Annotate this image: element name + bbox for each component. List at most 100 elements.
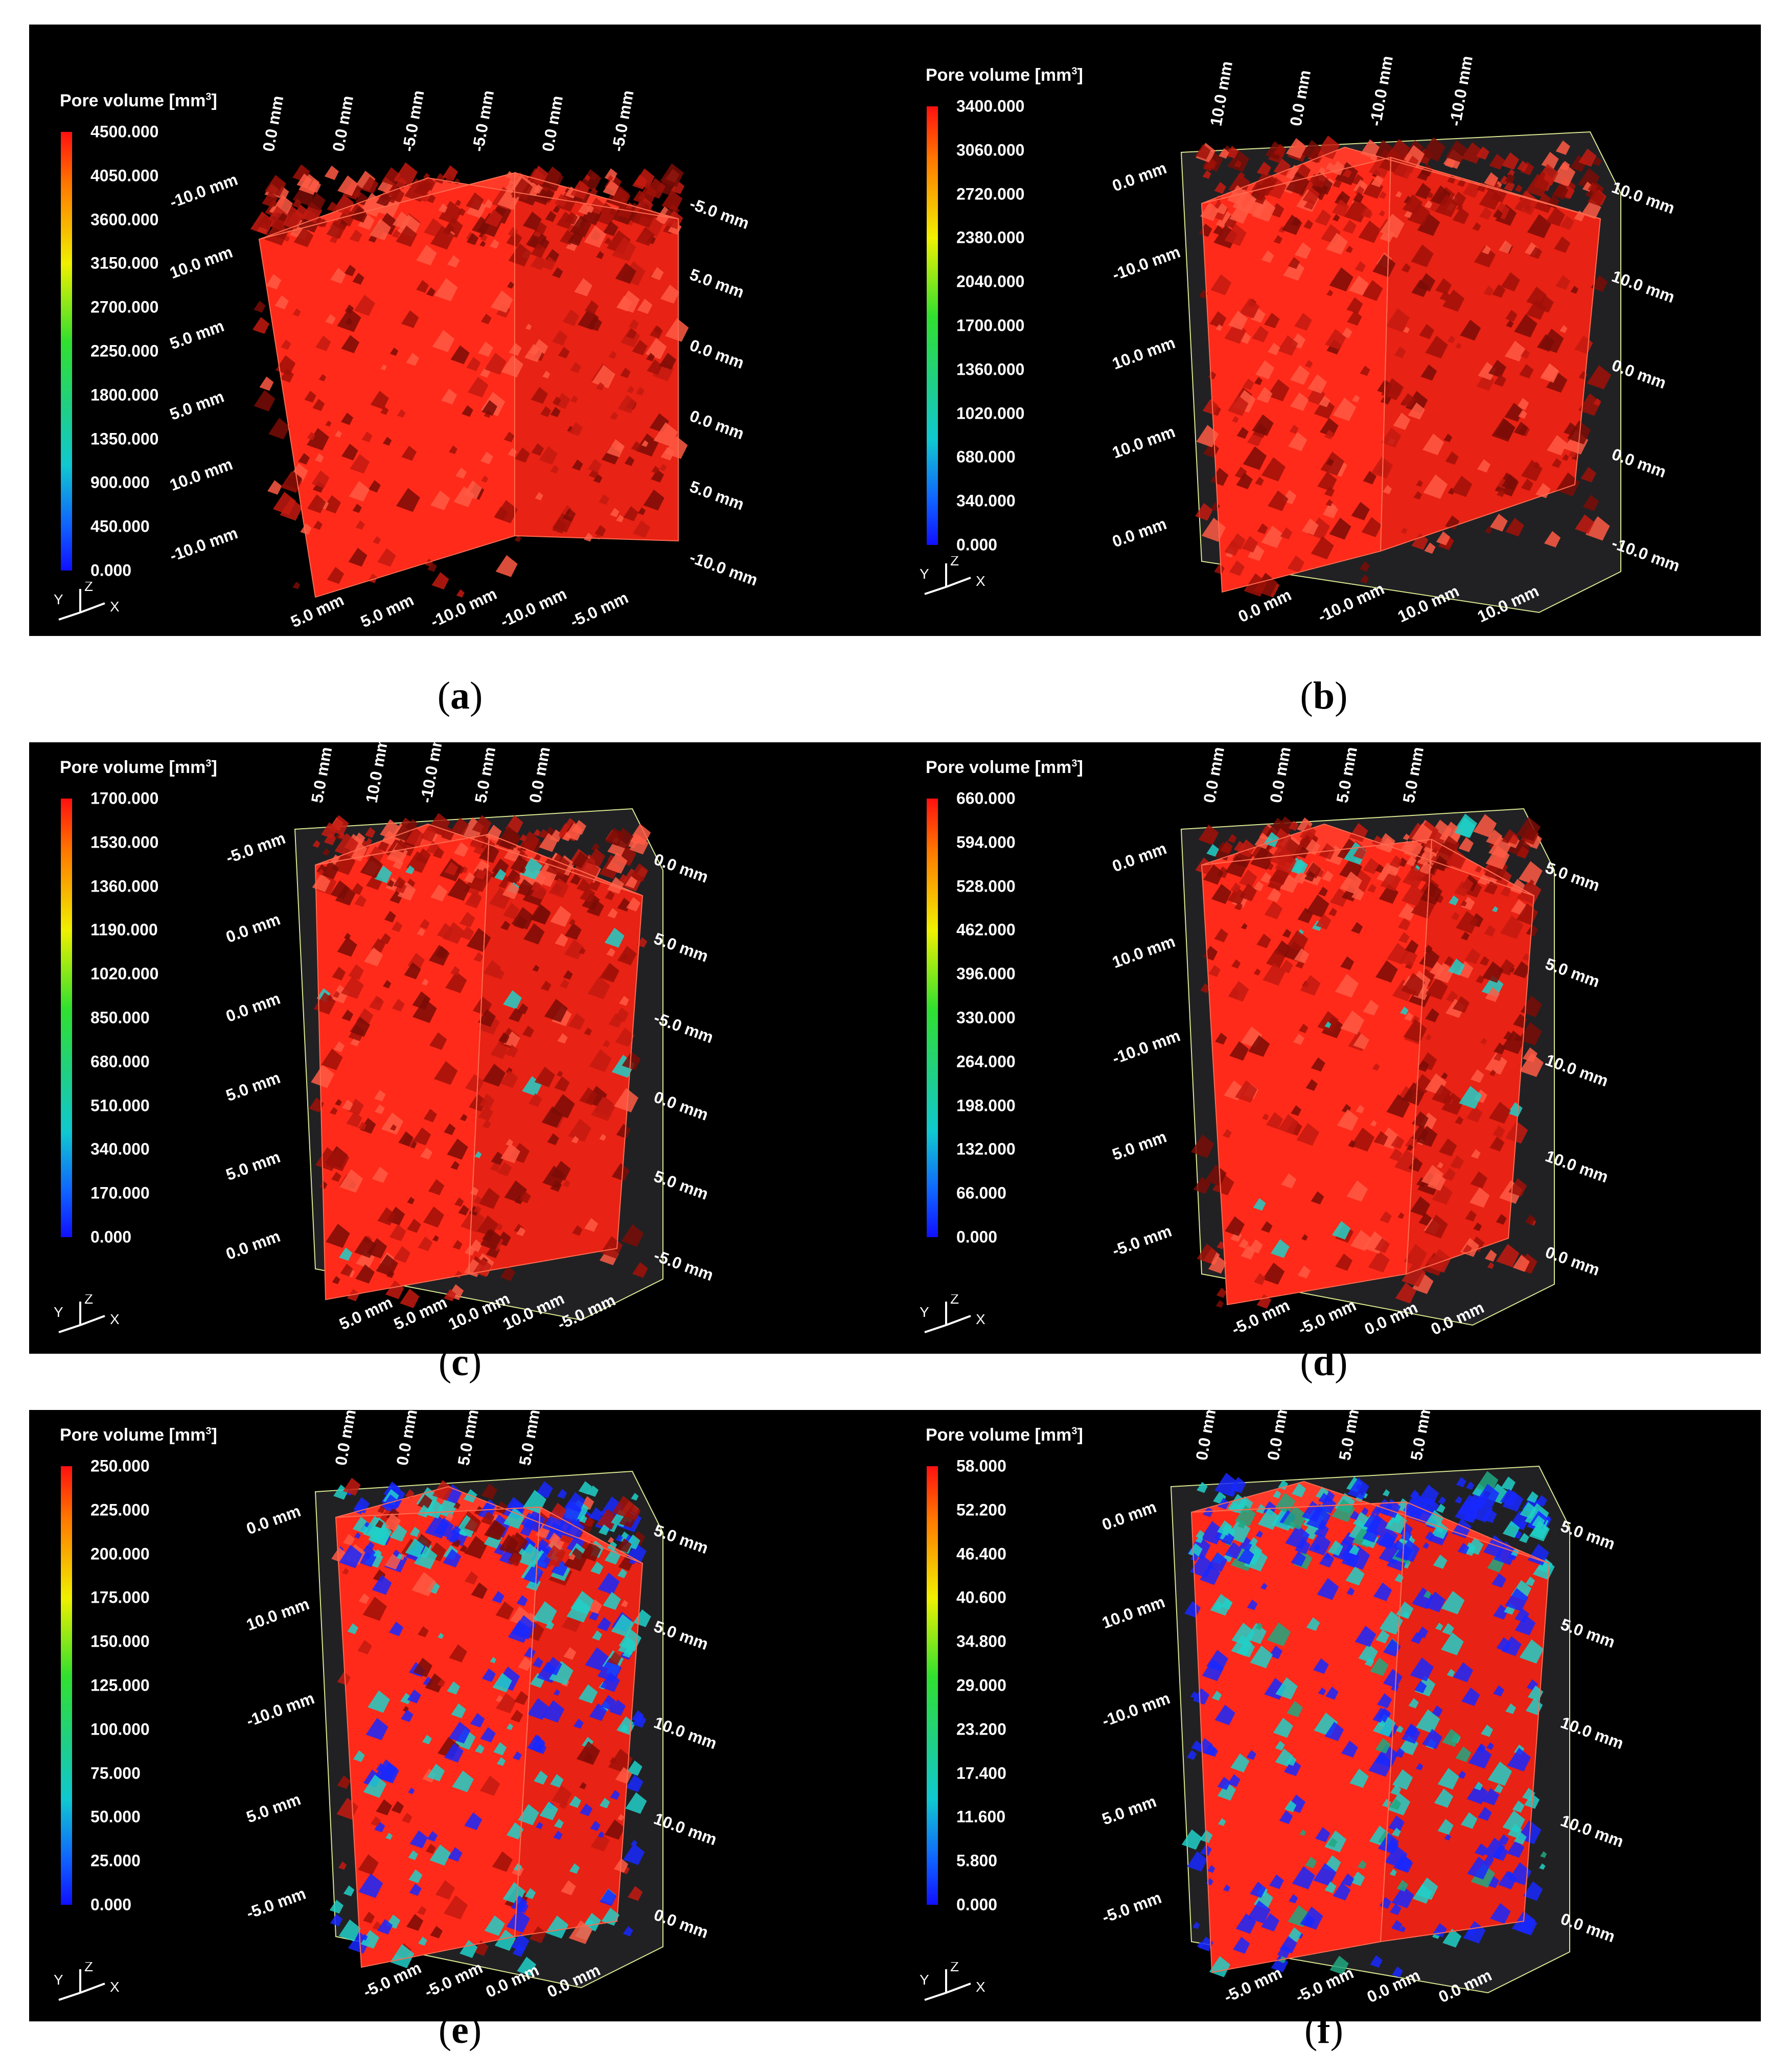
pore-fragment	[565, 1492, 585, 1512]
legend-tick-label: 17.400	[956, 1764, 1006, 1783]
pore-fragment	[500, 1143, 520, 1164]
axis-tick-label: 0.0 mm	[1286, 69, 1314, 127]
pore-fragment	[1437, 1162, 1443, 1169]
pore-fragment	[364, 827, 376, 838]
pore-fragment	[1540, 1851, 1547, 1858]
pore-fragment	[1260, 1583, 1268, 1590]
pore-fragment	[1238, 1537, 1253, 1551]
pore-fragment	[589, 171, 599, 181]
axis-tick-label: 5.0 mm	[391, 1293, 450, 1333]
pore-fragment	[453, 1501, 461, 1509]
pore-fragment	[416, 280, 429, 293]
pore-fragment	[1580, 467, 1596, 483]
pore-fragment	[1270, 1239, 1290, 1258]
pore-fragment	[1292, 1483, 1306, 1498]
pore-fragment	[389, 1224, 406, 1241]
pore-fragment	[319, 1181, 328, 1189]
pore-fragment	[356, 1545, 378, 1567]
pore-fragment	[1374, 1744, 1398, 1768]
legend-tick-label: 34.800	[956, 1632, 1006, 1651]
pore-fragment	[332, 1276, 340, 1285]
pore-fragment	[1578, 148, 1597, 167]
pore-fragment	[1379, 1720, 1386, 1727]
pore-fragment	[1215, 1032, 1227, 1045]
pore-fragment	[615, 263, 636, 284]
pore-fragment	[1394, 1747, 1405, 1758]
pore-fragment	[452, 1240, 463, 1250]
pore-fragment	[1202, 170, 1211, 179]
pore-fragment	[1504, 173, 1515, 184]
pore-fragment	[1269, 844, 1291, 867]
pore-fragment	[1412, 1884, 1432, 1904]
pore-fragment	[516, 1595, 528, 1606]
pore-fragment	[373, 1549, 382, 1558]
pore-fragment	[1252, 414, 1274, 436]
pore-fragment	[1400, 1530, 1412, 1541]
pore-fragment	[1224, 223, 1247, 246]
pore-fragment	[503, 1031, 520, 1048]
pore-fragment	[616, 1124, 631, 1139]
pore-fragment	[341, 1009, 354, 1021]
pore-fragment	[1198, 1936, 1213, 1951]
pore-fragment	[1483, 1854, 1495, 1865]
pore-fragment	[479, 1094, 495, 1109]
pore-fragment	[1347, 1477, 1369, 1499]
pore-fragment	[484, 352, 507, 375]
pore-fragment	[1241, 923, 1248, 930]
pore-fragment	[1419, 324, 1435, 339]
pore-fragment	[1273, 144, 1287, 157]
pore-fragment	[1223, 1884, 1230, 1892]
pore-fragment	[1487, 1761, 1512, 1786]
pore-fragment	[592, 365, 615, 389]
legend-tick-label: 3600.000	[90, 210, 159, 229]
legend-title: Pore volume [mm3]	[60, 1425, 217, 1445]
pore-fragment	[1206, 1650, 1228, 1672]
pore-fragment	[631, 1493, 639, 1501]
axis-tick-label: 0.0 mm	[538, 94, 566, 153]
pore-fragment	[1290, 392, 1309, 411]
legend-tick-label: 132.000	[956, 1140, 1016, 1158]
pore-fragment	[482, 1120, 491, 1129]
pore-fragment	[1391, 1886, 1414, 1908]
pore-fragment	[505, 171, 514, 179]
pore-fragment	[1416, 1125, 1438, 1147]
pore-fragment	[1570, 285, 1579, 294]
pore-fragment	[408, 1787, 415, 1794]
legend-tick-label: 23.200	[956, 1720, 1006, 1739]
pore-fragment	[1493, 1052, 1503, 1061]
legend-tick-label: 2700.000	[90, 298, 159, 316]
pore-fragment	[513, 875, 521, 882]
pore-fragment	[377, 1505, 385, 1514]
pore-fragment	[1498, 1871, 1517, 1889]
pore-fragment	[578, 1684, 598, 1704]
pore-fragment	[1423, 829, 1446, 852]
pore-fragment	[1487, 1262, 1495, 1269]
pore-fragment	[1400, 840, 1414, 854]
pore-fragment	[1267, 888, 1281, 903]
pore-fragment	[1539, 328, 1564, 353]
pore-fragment	[494, 500, 518, 523]
pore-fragment	[1383, 1639, 1401, 1657]
pore-fragment	[1280, 527, 1293, 540]
pore-fragment	[1247, 1900, 1271, 1924]
pore-fragment	[1222, 1129, 1232, 1139]
pore-fragment	[1265, 177, 1287, 199]
pore-fragment	[599, 1889, 617, 1906]
pore-fragment	[1441, 1632, 1464, 1655]
pore-fragment	[1372, 1714, 1396, 1737]
pore-fragment	[1431, 1705, 1443, 1717]
pore-fragment	[617, 1568, 627, 1579]
axis-arrow	[924, 1992, 947, 2001]
pore-fragment	[326, 1223, 350, 1248]
pore-fragment	[606, 947, 615, 957]
pore-fragment	[1362, 1526, 1379, 1543]
pore-fragment	[388, 1622, 404, 1636]
axis-tick-label: -5.0 mm	[567, 588, 631, 631]
pore-fragment	[1333, 1882, 1351, 1901]
pore-fragment	[1231, 1485, 1239, 1492]
pore-fragment	[311, 1064, 335, 1088]
pore-fragment	[1555, 140, 1570, 155]
pore-fragment	[1241, 536, 1258, 553]
pore-fragment	[550, 1180, 562, 1192]
pore-fragment	[562, 1179, 570, 1188]
